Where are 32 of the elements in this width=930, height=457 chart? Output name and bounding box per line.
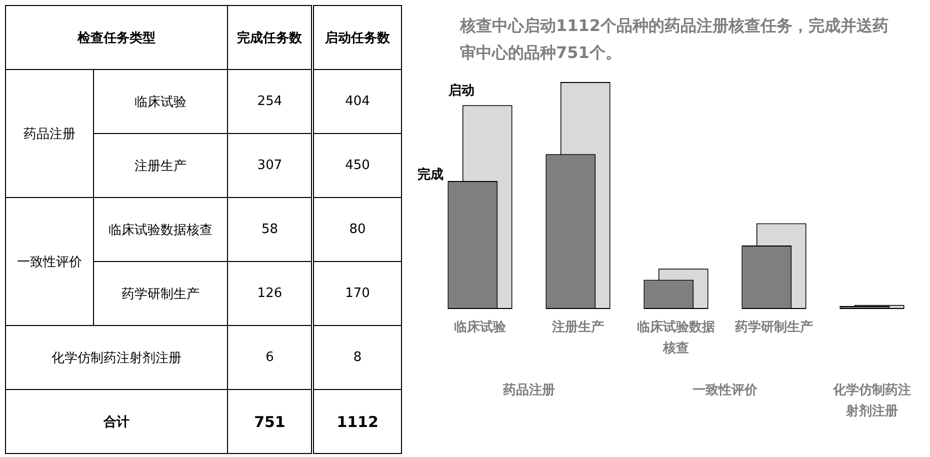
series-label: 启动 xyxy=(447,82,474,99)
text: 注册生产 xyxy=(93,134,228,198)
text: 1112 xyxy=(312,390,402,454)
text: 58 xyxy=(228,198,313,262)
text: 检查任务类型 xyxy=(6,6,228,70)
x-tick-label: 临床试验 xyxy=(454,318,507,335)
text: 合计 xyxy=(6,390,228,454)
x-tick-label: 临床试验数据核查 xyxy=(637,318,715,356)
text: 450 xyxy=(312,134,402,198)
text: 药品注册 xyxy=(502,382,555,398)
text: 化学仿制药注射剂注册 xyxy=(6,326,228,390)
x-tick-label: 药学研制生产 xyxy=(734,318,813,335)
chart-title: 核查中心启动1112个品种的药品注册核查任务，完成并送药审中心的品种751个。 xyxy=(460,15,890,64)
text: 404 xyxy=(312,70,402,134)
text: 126 xyxy=(228,262,313,326)
text: 临床试验 xyxy=(93,70,228,134)
x-tick-label: 注册生产 xyxy=(551,318,604,335)
text: 80 xyxy=(312,198,402,262)
text: 一致性评价 xyxy=(692,382,758,398)
text: 751 xyxy=(228,390,313,454)
text: 254 xyxy=(228,70,313,134)
text: 一致性评价 xyxy=(6,198,94,326)
text: 启动任务数 xyxy=(312,6,402,70)
text: 完成任务数 xyxy=(228,6,313,70)
series-label: 完成 xyxy=(418,166,444,182)
text: 药品注册 xyxy=(6,70,94,198)
text: 6 xyxy=(228,326,313,390)
text: 307 xyxy=(228,134,313,198)
text: 临床试验数据核查 xyxy=(93,198,228,262)
text: 8 xyxy=(312,326,402,390)
text: 化学仿制药注射剂注册 xyxy=(832,382,911,419)
text: 170 xyxy=(312,262,402,326)
